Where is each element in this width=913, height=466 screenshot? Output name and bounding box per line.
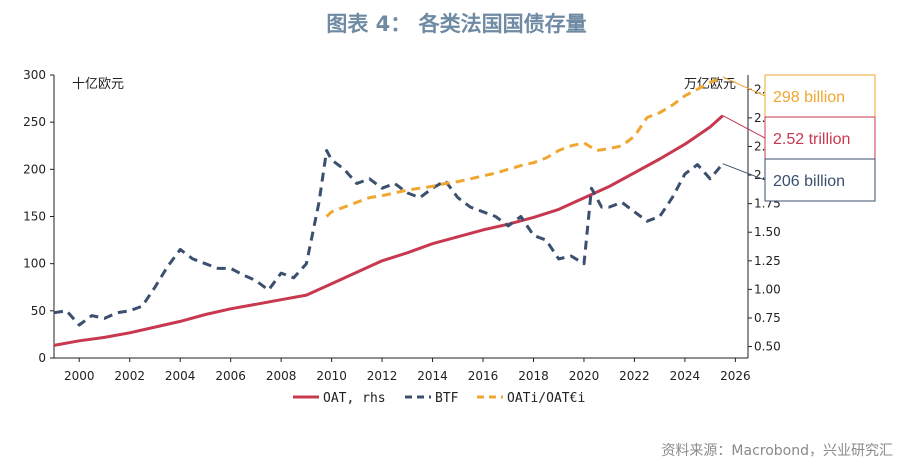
callout-label: 298 billion bbox=[773, 89, 845, 106]
callout-label: 2.52 trillion bbox=[773, 131, 850, 148]
callout-leader bbox=[722, 163, 766, 181]
x-tick-label: 2012 bbox=[367, 369, 398, 383]
left-tick-label: 50 bbox=[31, 304, 46, 318]
left-axis-unit: 十亿欧元 bbox=[72, 77, 124, 92]
left-tick-label: 200 bbox=[23, 162, 46, 176]
series-line-2 bbox=[325, 75, 724, 218]
right-tick-label: 1.25 bbox=[754, 254, 781, 268]
legend-label-2: OATi/OAT€i bbox=[507, 391, 585, 406]
x-tick-label: 2020 bbox=[569, 369, 600, 383]
left-tick-label: 150 bbox=[23, 210, 46, 224]
series-line-0 bbox=[53, 114, 724, 347]
left-tick-label: 300 bbox=[23, 68, 46, 82]
legend-label-0: OAT, rhs bbox=[323, 391, 386, 406]
x-tick-label: 2026 bbox=[720, 369, 751, 383]
right-tick-label: 0.75 bbox=[754, 311, 781, 325]
legend-label-1: BTF bbox=[435, 391, 459, 406]
callout-leader bbox=[722, 115, 766, 139]
source-note: 资料来源：Macrobond，兴业研究汇 bbox=[661, 443, 893, 459]
left-tick-label: 100 bbox=[23, 257, 46, 271]
right-tick-label: 0.50 bbox=[754, 340, 781, 354]
callout-label: 206 billion bbox=[773, 173, 845, 190]
x-tick-label: 2016 bbox=[468, 369, 499, 383]
right-tick-label: 1.00 bbox=[754, 282, 781, 296]
x-tick-label: 2006 bbox=[215, 369, 246, 383]
x-tick-label: 2018 bbox=[518, 369, 549, 383]
x-tick-label: 2022 bbox=[619, 369, 650, 383]
callout-box bbox=[764, 158, 876, 202]
x-tick-label: 2014 bbox=[417, 369, 448, 383]
left-tick-label: 0 bbox=[38, 351, 46, 365]
series-line-1 bbox=[53, 149, 724, 327]
x-tick-label: 2008 bbox=[266, 369, 297, 383]
right-tick-label: 1.50 bbox=[754, 225, 781, 239]
x-tick-label: 2002 bbox=[114, 369, 145, 383]
left-tick-label: 250 bbox=[23, 115, 46, 129]
x-tick-label: 2024 bbox=[670, 369, 701, 383]
callout-box bbox=[764, 74, 876, 118]
callout-box bbox=[764, 116, 876, 160]
callout-leader bbox=[722, 76, 766, 97]
x-tick-label: 2010 bbox=[316, 369, 347, 383]
chart-title: 图表 4： 各类法国国债存量 bbox=[326, 12, 587, 36]
x-tick-label: 2000 bbox=[64, 369, 95, 383]
x-tick-label: 2004 bbox=[165, 369, 196, 383]
